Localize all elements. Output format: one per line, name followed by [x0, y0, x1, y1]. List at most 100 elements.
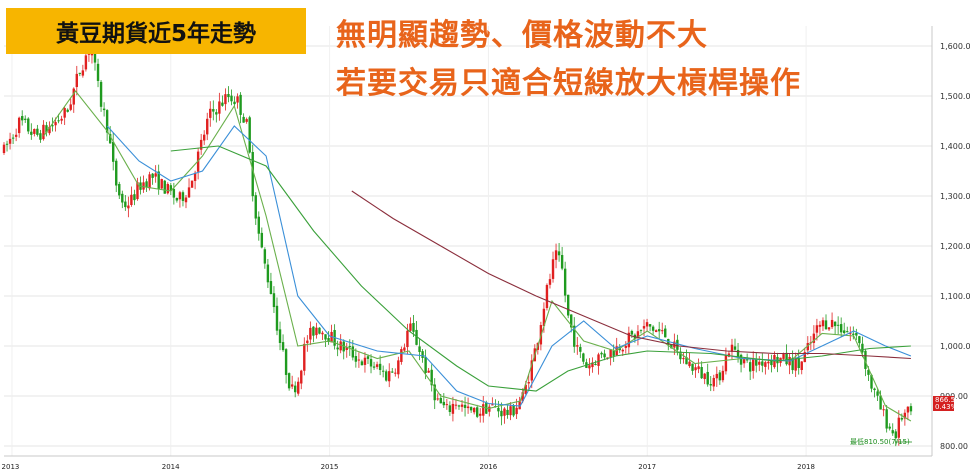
candle-body — [306, 340, 309, 344]
candle-body — [45, 125, 48, 133]
candle-body — [303, 343, 306, 371]
candle-body — [154, 173, 157, 177]
candle-body — [184, 197, 188, 203]
y-axis-tick-labels: 800.00900.001,000.001,100.001,200.001,30… — [940, 42, 970, 451]
candle-body — [503, 408, 506, 416]
candle-body — [436, 398, 439, 400]
candle-body — [39, 133, 42, 140]
candle-body — [272, 293, 276, 308]
candle-body — [597, 354, 600, 366]
candle-body — [245, 119, 248, 122]
candle-body — [284, 349, 288, 375]
year-label: 2018 — [797, 463, 815, 471]
candle-body — [409, 323, 412, 331]
candle-body — [412, 322, 415, 332]
candle-body — [63, 108, 66, 118]
candle-body — [363, 357, 367, 365]
last-price-value: 866.50 — [935, 396, 960, 404]
candle-body — [315, 327, 318, 336]
candle-body — [60, 118, 63, 121]
candle-body — [645, 322, 649, 327]
moving-average-lines — [43, 90, 912, 422]
candle-body — [442, 401, 446, 406]
year-label: 2014 — [162, 463, 180, 471]
candle-body — [721, 370, 725, 381]
candle-body — [394, 372, 397, 374]
chart-title: 黃豆期貨近5年走勢 — [55, 21, 256, 47]
candle-body — [797, 357, 800, 369]
candle-body — [709, 384, 712, 386]
candle-body — [87, 53, 91, 55]
candle-body — [218, 101, 221, 114]
candle-body — [624, 345, 628, 348]
candle-body — [354, 356, 358, 362]
candle-body — [169, 185, 173, 191]
candle-body — [739, 354, 743, 365]
candle-body — [469, 406, 473, 411]
candle-body — [682, 358, 685, 360]
candle-body — [33, 128, 36, 134]
candle-body — [742, 359, 746, 364]
candle-body — [855, 332, 858, 336]
candle-body — [357, 359, 361, 361]
candle-body — [518, 401, 521, 410]
candle-body — [843, 330, 846, 334]
candle-body — [703, 373, 706, 380]
candle-body — [630, 330, 634, 335]
candle-body — [239, 94, 242, 115]
candle-body — [336, 347, 339, 350]
candle-body — [130, 194, 133, 205]
candle-body — [111, 141, 115, 162]
candle-body — [603, 353, 606, 358]
candle-body — [187, 187, 191, 198]
candle-body — [236, 96, 239, 103]
candle-body — [124, 201, 127, 208]
y-tick-label: 800.00 — [940, 442, 968, 451]
candle-body — [557, 251, 561, 256]
candle-body — [685, 357, 688, 365]
candle-body — [51, 125, 54, 127]
headline-line-1: 無明顯趨勢、價格波動不大 — [336, 18, 708, 53]
candle-body — [448, 405, 452, 412]
candle-body — [894, 431, 897, 439]
candle-body — [657, 329, 661, 332]
y-tick-label: 1,500.00 — [940, 92, 970, 101]
candle-body — [570, 314, 573, 328]
candle-body — [366, 356, 370, 359]
candle-body — [761, 361, 764, 366]
candle-body — [782, 353, 785, 359]
candle-body — [661, 330, 664, 332]
candle-body — [706, 371, 709, 385]
candle-body — [321, 332, 324, 335]
low-price-annotation: 最低810.50(7/15) — [850, 437, 912, 446]
candle-body — [172, 188, 176, 198]
candle-body — [166, 183, 169, 194]
candle-body — [69, 104, 72, 110]
candle-body — [309, 327, 312, 340]
candle-body — [515, 407, 518, 415]
candle-body — [524, 384, 527, 394]
candle-body — [11, 137, 15, 139]
candle-body — [697, 366, 700, 370]
candle-body — [888, 426, 891, 429]
candle-body — [14, 134, 18, 137]
candle-body — [475, 407, 479, 417]
candle-body — [758, 361, 761, 365]
candle-body — [381, 370, 385, 372]
candle-body — [903, 412, 907, 419]
candle-body — [482, 404, 485, 416]
last-price-change: 0.43% — [935, 403, 958, 411]
candle-body — [876, 391, 879, 396]
candle-body — [248, 117, 251, 153]
candle-body — [121, 193, 124, 203]
candle-body — [849, 333, 852, 335]
candle-body — [827, 327, 831, 330]
candle-body — [724, 355, 728, 372]
candle-body — [548, 279, 552, 285]
moving-average-ma_short — [43, 90, 912, 422]
candle-body — [748, 362, 752, 372]
candle-body — [457, 405, 461, 407]
candle-body — [791, 357, 794, 371]
y-tick-label: 1,200.00 — [940, 242, 970, 251]
candle-body — [755, 358, 758, 366]
